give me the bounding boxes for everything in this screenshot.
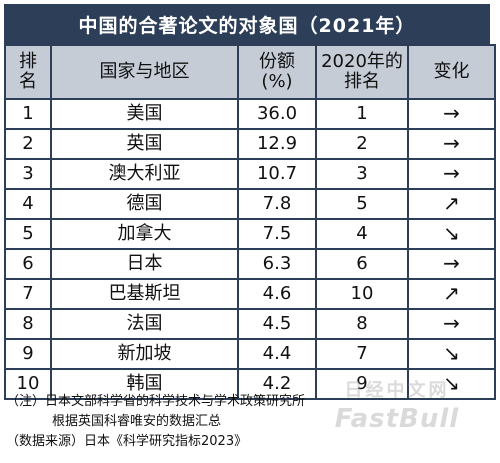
change-cell: → <box>407 248 496 280</box>
share-cell: 12.9 <box>237 128 317 160</box>
rank-cell: 9 <box>4 338 52 370</box>
table-title: 中国的合著论文的对象国（2021年） <box>4 4 490 44</box>
header-rank-2020-line1: 2020年的 <box>321 51 403 72</box>
rank-2020-cell: 3 <box>315 158 409 190</box>
country-cell: 巴基斯坦 <box>50 278 239 310</box>
rank-cell: 10 <box>4 368 52 400</box>
change-cell: → <box>407 98 496 130</box>
table-row: 2 英国 12.9 2 → <box>4 128 496 160</box>
arrow-right-icon: → <box>443 131 460 155</box>
rank-cell: 8 <box>4 308 52 340</box>
arrow-right-icon: → <box>443 311 460 335</box>
rank-2020-cell: 1 <box>315 98 409 130</box>
header-country: 国家与地区 <box>50 44 239 100</box>
table-row: 4 德国 7.8 5 ↗ <box>4 188 496 220</box>
header-share-line1: 份额 <box>259 51 295 72</box>
change-cell: → <box>407 308 496 340</box>
table-row: 9 新加坡 4.4 7 ↘ <box>4 338 496 370</box>
rank-2020-cell: 10 <box>315 278 409 310</box>
arrow-down-right-icon: ↘ <box>443 221 460 245</box>
table-row: 6 日本 6.3 6 → <box>4 248 496 280</box>
header-rank: 排 名 <box>4 44 52 100</box>
share-cell: 4.4 <box>237 338 317 370</box>
arrow-right-icon: → <box>443 251 460 275</box>
change-cell: ↗ <box>407 188 496 220</box>
header-rank-2020: 2020年的 排名 <box>315 44 409 100</box>
country-cell: 德国 <box>50 188 239 220</box>
ranking-table-container: 中国的合著论文的对象国（2021年） 排 名 国家与地区 份额 (%) 2020… <box>4 4 496 400</box>
header-row: 排 名 国家与地区 份额 (%) 2020年的 排名 变化 <box>4 44 496 100</box>
table-row: 3 澳大利亚 10.7 3 → <box>4 158 496 190</box>
table-row: 7 巴基斯坦 4.6 10 ↗ <box>4 278 496 310</box>
table-row: 10 韩国 4.2 9 ↘ <box>4 368 496 400</box>
table-row: 5 加拿大 7.5 4 ↘ <box>4 218 496 250</box>
arrow-down-right-icon: ↘ <box>443 371 460 395</box>
rank-cell: 4 <box>4 188 52 220</box>
header-rank-line1: 排 <box>19 51 37 72</box>
change-cell: → <box>407 158 496 190</box>
change-cell: ↘ <box>407 338 496 370</box>
note-line-2: 根据英国科睿唯安的数据汇总 <box>52 414 222 429</box>
rank-cell: 1 <box>4 98 52 130</box>
note-line-1: （注）日本文部科学省的科学技术与学术政策研究所 <box>6 394 306 409</box>
share-cell: 7.5 <box>237 218 317 250</box>
country-cell: 韩国 <box>50 368 239 400</box>
data-source: （数据来源）日本《科学研究指标2023》 <box>6 434 248 449</box>
header-share-line2: (%) <box>261 71 293 92</box>
country-cell: 日本 <box>50 248 239 280</box>
country-cell: 加拿大 <box>50 218 239 250</box>
change-cell: → <box>407 128 496 160</box>
share-cell: 4.2 <box>237 368 317 400</box>
country-cell: 新加坡 <box>50 338 239 370</box>
arrow-right-icon: → <box>443 101 460 125</box>
country-cell: 英国 <box>50 128 239 160</box>
change-cell: ↘ <box>407 368 496 400</box>
header-rank-2020-line2: 排名 <box>344 71 380 92</box>
rank-2020-cell: 5 <box>315 188 409 220</box>
rank-2020-cell: 7 <box>315 338 409 370</box>
arrow-down-right-icon: ↘ <box>443 341 460 365</box>
share-cell: 4.5 <box>237 308 317 340</box>
arrow-up-right-icon: ↗ <box>443 191 460 215</box>
change-cell: ↗ <box>407 278 496 310</box>
header-change: 变化 <box>407 44 496 100</box>
arrow-right-icon: → <box>443 161 460 185</box>
arrow-up-right-icon: ↗ <box>443 281 460 305</box>
country-cell: 美国 <box>50 98 239 130</box>
rank-cell: 5 <box>4 218 52 250</box>
country-cell: 澳大利亚 <box>50 158 239 190</box>
rank-2020-cell: 4 <box>315 218 409 250</box>
coauthor-ranking-table: 排 名 国家与地区 份额 (%) 2020年的 排名 变化 1 美国 36.0 1 → 2… <box>4 44 496 400</box>
header-rank-line2: 名 <box>19 71 37 92</box>
table-row: 8 法国 4.5 8 → <box>4 308 496 340</box>
country-cell: 法国 <box>50 308 239 340</box>
share-cell: 7.8 <box>237 188 317 220</box>
share-cell: 6.3 <box>237 248 317 280</box>
rank-2020-cell: 6 <box>315 248 409 280</box>
rank-2020-cell: 2 <box>315 128 409 160</box>
rank-cell: 6 <box>4 248 52 280</box>
rank-cell: 3 <box>4 158 52 190</box>
header-share: 份额 (%) <box>237 44 317 100</box>
share-cell: 36.0 <box>237 98 317 130</box>
rank-cell: 2 <box>4 128 52 160</box>
footnotes: （注）日本文部科学省的科学技术与学术政策研究所 根据英国科睿唯安的数据汇总 （数… <box>6 392 486 452</box>
rank-cell: 7 <box>4 278 52 310</box>
rank-2020-cell: 9 <box>315 368 409 400</box>
change-cell: ↘ <box>407 218 496 250</box>
share-cell: 10.7 <box>237 158 317 190</box>
rank-2020-cell: 8 <box>315 308 409 340</box>
table-row: 1 美国 36.0 1 → <box>4 98 496 130</box>
share-cell: 4.6 <box>237 278 317 310</box>
